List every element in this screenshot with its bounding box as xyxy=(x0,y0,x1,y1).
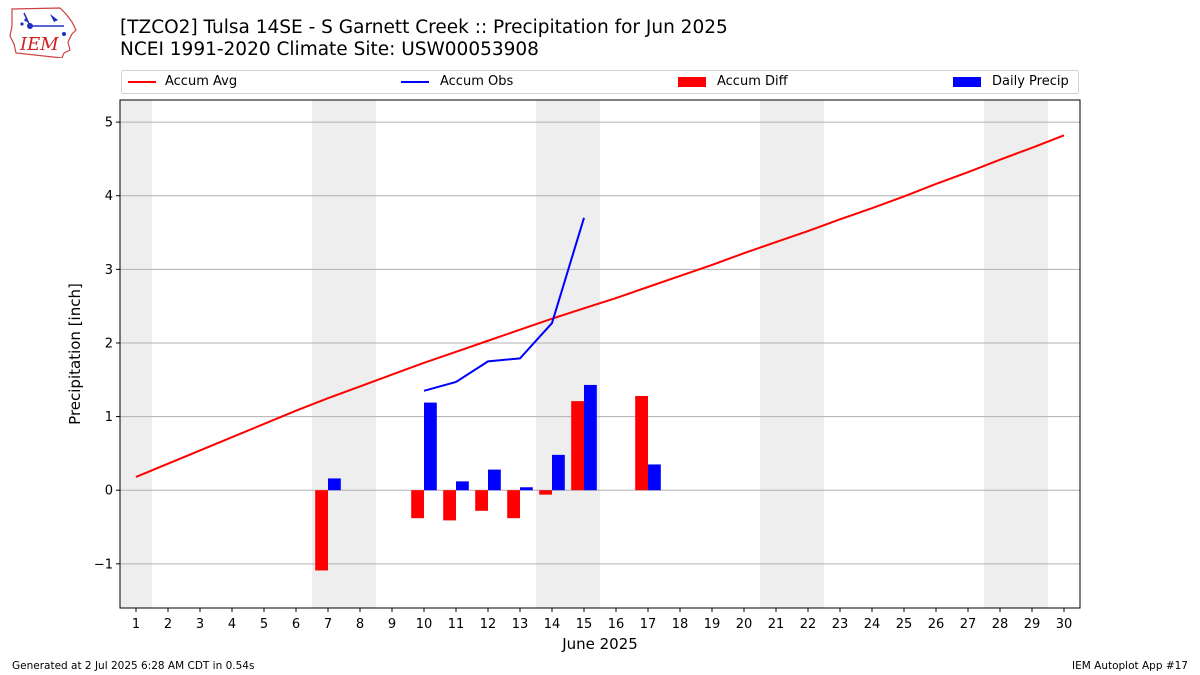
legend-label-accum-diff: Accum Diff xyxy=(717,74,788,89)
weekend-shade xyxy=(760,100,824,608)
legend-label-accum-obs: Accum Obs xyxy=(440,74,514,89)
accum-diff-bar xyxy=(443,490,456,521)
plot-frame xyxy=(119,99,1081,609)
x-tick-label: 2 xyxy=(164,617,172,632)
x-tick-label: 19 xyxy=(704,617,721,632)
x-tick-label: 29 xyxy=(1024,617,1041,632)
x-tick-label: 9 xyxy=(388,617,396,632)
x-tick-label: 30 xyxy=(1056,617,1073,632)
x-tick-label: 25 xyxy=(896,617,913,632)
accum-avg-line xyxy=(135,134,1065,478)
y-axis-label: Precipitation [inch] xyxy=(66,283,84,425)
x-tick-label: 22 xyxy=(800,617,817,632)
legend-swatch-accum-obs xyxy=(401,81,429,83)
x-tick-label: 14 xyxy=(544,617,561,632)
x-tick-label: 6 xyxy=(292,617,300,632)
x-tick-label: 18 xyxy=(672,617,689,632)
x-tick-label: 1 xyxy=(132,617,140,632)
y-tick-label: 2 xyxy=(105,336,113,351)
daily-precip-bar xyxy=(648,464,661,491)
weekend-shade xyxy=(120,100,152,608)
x-tick-label: 21 xyxy=(768,617,785,632)
accum-diff-bar xyxy=(571,401,584,491)
accum-diff-bar xyxy=(411,490,424,519)
daily-precip-bar xyxy=(424,402,437,491)
x-tick-label: 5 xyxy=(260,617,268,632)
x-tick-label: 28 xyxy=(992,617,1009,632)
y-tick-label: 3 xyxy=(105,263,113,278)
x-tick-label: 7 xyxy=(324,617,332,632)
x-tick-label: 15 xyxy=(576,617,593,632)
accum-diff-bar xyxy=(475,490,488,511)
chart-title: [TZCO2] Tulsa 14SE - S Garnett Creek :: … xyxy=(120,17,728,38)
legend-swatch-accum-avg xyxy=(128,81,156,83)
legend: Accum Avg Accum Obs Accum Diff Daily Pre… xyxy=(121,70,1079,94)
x-tick-label: 27 xyxy=(960,617,977,632)
app-credit: IEM Autoplot App #17 xyxy=(1072,660,1188,672)
legend-label-accum-avg: Accum Avg xyxy=(165,74,238,89)
daily-precip-bar xyxy=(328,478,341,491)
logo-text: IEM xyxy=(19,34,59,55)
legend-swatch-daily-precip xyxy=(953,77,981,87)
legend-label-daily-precip: Daily Precip xyxy=(992,74,1069,89)
x-tick-label: 10 xyxy=(416,617,433,632)
accum-diff-bar xyxy=(315,490,328,571)
x-axis-label: June 2025 xyxy=(561,635,638,653)
accum-diff-bar xyxy=(635,395,648,491)
lines xyxy=(135,134,1065,478)
x-tick-label: 17 xyxy=(640,617,657,632)
x-tick-label: 12 xyxy=(480,617,497,632)
y-tick-label: −1 xyxy=(94,557,113,572)
legend-swatch-accum-diff xyxy=(678,77,706,87)
y-tick-label: 5 xyxy=(105,116,113,131)
x-tick-label: 8 xyxy=(356,617,364,632)
bars xyxy=(315,384,661,571)
accum-obs-line xyxy=(423,217,585,392)
weekend-shading xyxy=(120,100,1048,608)
daily-precip-bar xyxy=(520,487,533,491)
chart-subtitle: NCEI 1991-2020 Climate Site: USW00053908 xyxy=(120,39,539,60)
x-tick-label: 24 xyxy=(864,617,881,632)
daily-precip-bar xyxy=(584,384,597,491)
generated-timestamp: Generated at 2 Jul 2025 6:28 AM CDT in 0… xyxy=(12,660,255,672)
daily-precip-bar xyxy=(456,481,469,491)
weekend-shade xyxy=(536,100,600,608)
x-tick-label: 20 xyxy=(736,617,753,632)
y-tick-label: 0 xyxy=(105,484,113,499)
x-tick-label: 11 xyxy=(448,617,465,632)
daily-precip-bar xyxy=(488,469,501,491)
accum-diff-bar xyxy=(539,490,552,495)
x-tick-label: 4 xyxy=(228,617,236,632)
y-tick-label: 1 xyxy=(105,410,113,425)
x-tick-label: 26 xyxy=(928,617,945,632)
iem-logo: IEM xyxy=(8,6,80,62)
y-tick-label: 4 xyxy=(105,189,113,204)
x-tick-label: 3 xyxy=(196,617,204,632)
x-tick-label: 16 xyxy=(608,617,625,632)
daily-precip-bar xyxy=(552,454,565,491)
x-tick-label: 13 xyxy=(512,617,529,632)
accum-diff-bar xyxy=(507,490,520,519)
x-tick-label: 23 xyxy=(832,617,849,632)
weekend-shade xyxy=(984,100,1048,608)
